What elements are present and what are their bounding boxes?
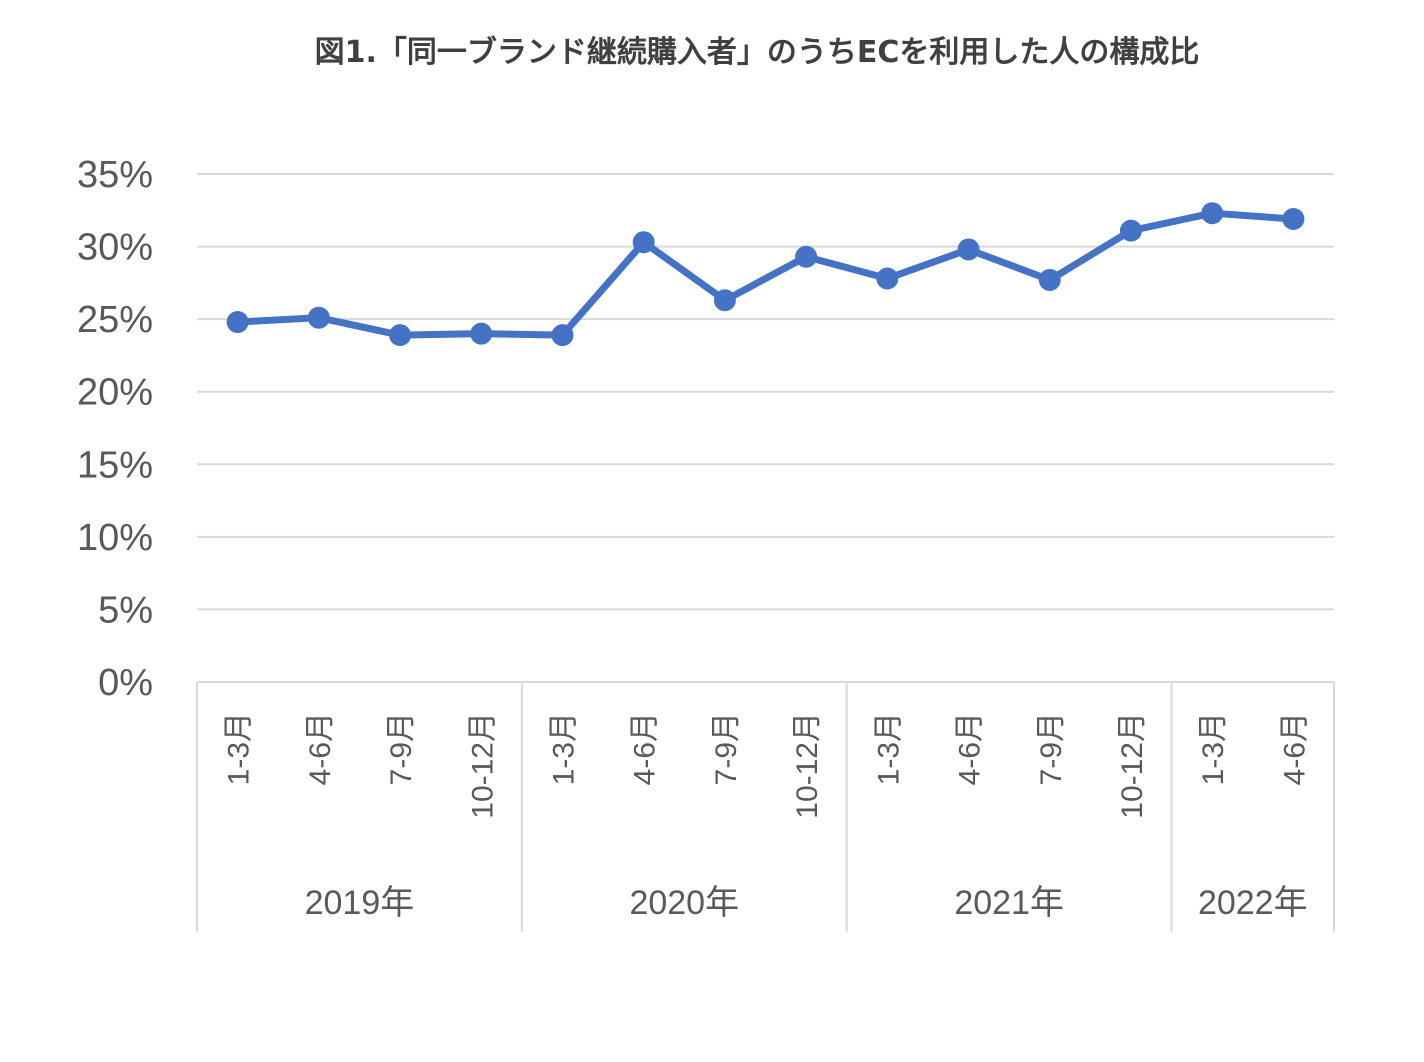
x-tick-label: 7-9月 (385, 712, 418, 785)
year-label: 2020年 (629, 884, 739, 922)
x-tick-label: 1-3月 (1197, 712, 1230, 785)
year-label: 2022年 (1198, 884, 1308, 922)
x-tick-label: 4-6月 (954, 712, 987, 785)
data-point (795, 245, 818, 268)
data-point (551, 324, 574, 347)
series (226, 202, 1305, 347)
data-point (1119, 219, 1142, 242)
y-tick-label: 20% (77, 372, 153, 414)
y-tick-label: 10% (77, 517, 153, 559)
x-tick-label: 10-12月 (791, 712, 824, 819)
data-point (713, 289, 736, 312)
data-point (1282, 207, 1305, 230)
x-tick-label: 4-6月 (629, 712, 662, 785)
y-axis: 0% 5% 10% 15% 20% 25% 30% 35% (77, 154, 153, 704)
data-point (876, 267, 899, 290)
x-tick-label: 7-9月 (1035, 712, 1068, 785)
year-label: 2021年 (954, 884, 1064, 922)
x-tick-label: 4-6月 (304, 712, 337, 785)
y-tick-label: 0% (98, 662, 153, 704)
data-point (1201, 202, 1224, 225)
data-point (1038, 268, 1061, 291)
year-label: 2019年 (305, 884, 415, 922)
y-tick-label: 25% (77, 299, 153, 341)
x-tick-label: 4-6月 (1278, 712, 1311, 785)
x-tick-label: 1-3月 (223, 712, 256, 785)
y-tick-label: 15% (77, 444, 153, 486)
data-point (307, 306, 330, 329)
y-tick-label: 5% (98, 589, 153, 631)
data-point (389, 324, 412, 347)
x-tick-label: 10-12月 (466, 712, 499, 819)
x-tick-label: 1-3月 (547, 712, 580, 785)
y-tick-label: 35% (77, 154, 153, 196)
data-point (226, 311, 249, 334)
data-point (470, 322, 493, 345)
data-point (632, 231, 655, 254)
x-tick-label: 7-9月 (710, 712, 743, 785)
x-tick-label: 10-12月 (1116, 712, 1149, 819)
series-line (237, 209, 1294, 339)
y-tick-label: 30% (77, 227, 153, 269)
data-point (957, 238, 980, 261)
chart-title: 図1.「同一ブランド継続購入者」のうちECを利用した人の構成比 (315, 35, 1200, 70)
x-axis: 2019年 2020年 2021年 2022年 1-3月 4-6月 7-9月 10-12月 1-… (196, 682, 1335, 932)
x-tick-label: 1-3月 (872, 712, 905, 785)
gridlines (197, 173, 1334, 683)
